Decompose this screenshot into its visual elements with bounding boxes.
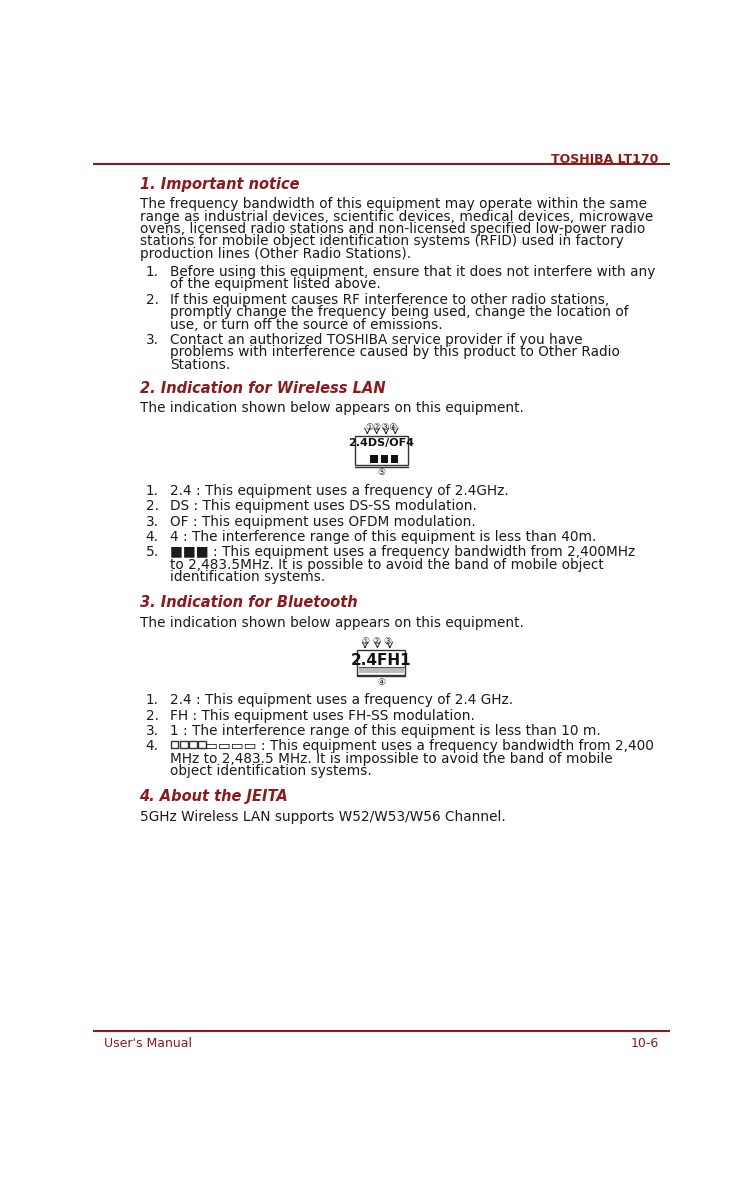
Text: promptly change the frequency being used, change the location of: promptly change the frequency being used…	[170, 305, 629, 319]
Bar	[355, 437, 408, 465]
Bar	[199, 741, 206, 748]
Text: 1.: 1.	[146, 484, 158, 498]
Text: OF : This equipment uses OFDM modulation.: OF : This equipment uses OFDM modulation…	[170, 515, 476, 529]
Text: 2.: 2.	[146, 709, 158, 723]
Text: 1.: 1.	[146, 693, 158, 707]
Text: 4.: 4.	[146, 530, 158, 544]
Bar	[391, 455, 398, 463]
Bar	[380, 455, 388, 463]
Text: 3.: 3.	[146, 515, 158, 529]
Text: 2.4DS/OF4: 2.4DS/OF4	[348, 439, 414, 448]
Text: production lines (Other Radio Stations).: production lines (Other Radio Stations).	[140, 247, 411, 260]
Text: The indication shown below appears on this equipment.: The indication shown below appears on th…	[140, 615, 523, 629]
Text: TOSHIBA LT170: TOSHIBA LT170	[551, 153, 658, 166]
Bar	[371, 455, 378, 463]
Text: stations for mobile object identification systems (RFID) used in factory: stations for mobile object identificatio…	[140, 234, 623, 248]
Text: ■■■ : This equipment uses a frequency bandwidth from 2,400MHz: ■■■ : This equipment uses a frequency ba…	[170, 545, 636, 560]
Text: ⑤: ⑤	[377, 468, 385, 478]
Text: object identification systems.: object identification systems.	[170, 764, 372, 778]
Text: 3.: 3.	[146, 332, 158, 347]
Text: 3. Indication for Bluetooth: 3. Indication for Bluetooth	[140, 595, 357, 609]
Text: Contact an authorized TOSHIBA service provider if you have: Contact an authorized TOSHIBA service pr…	[170, 332, 583, 347]
Text: 4. About the JEITA: 4. About the JEITA	[140, 789, 288, 803]
Text: 2.4 : This equipment uses a frequency of 2.4GHz.: 2.4 : This equipment uses a frequency of…	[170, 484, 509, 498]
Text: use, or turn off the source of emissions.: use, or turn off the source of emissions…	[170, 317, 443, 331]
Text: of the equipment listed above.: of the equipment listed above.	[170, 278, 381, 291]
Text: Stations.: Stations.	[170, 357, 231, 371]
Bar	[180, 741, 187, 748]
Text: Before using this equipment, ensure that it does not interfere with any: Before using this equipment, ensure that…	[170, 265, 656, 279]
Text: 2.: 2.	[146, 293, 158, 306]
Text: 1 : The interference range of this equipment is less than 10 m.: 1 : The interference range of this equip…	[170, 724, 601, 738]
Bar	[357, 651, 405, 674]
Text: 2.: 2.	[146, 499, 158, 513]
Text: to 2,483.5MHz. It is possible to avoid the band of mobile object: to 2,483.5MHz. It is possible to avoid t…	[170, 557, 604, 571]
Text: problems with interference caused by this product to Other Radio: problems with interference caused by thi…	[170, 345, 620, 360]
Text: ovens, licensed radio stations and non-licensed specified low-power radio: ovens, licensed radio stations and non-l…	[140, 222, 645, 237]
Text: The indication shown below appears on this equipment.: The indication shown below appears on th…	[140, 401, 523, 415]
Bar	[189, 741, 197, 748]
Text: 2.4FH1: 2.4FH1	[351, 653, 411, 668]
Text: 2. Indication for Wireless LAN: 2. Indication for Wireless LAN	[140, 381, 385, 395]
Text: 5.: 5.	[146, 545, 158, 560]
Text: If this equipment causes RF interference to other radio stations,: If this equipment causes RF interference…	[170, 293, 610, 306]
Text: DS : This equipment uses DS-SS modulation.: DS : This equipment uses DS-SS modulatio…	[170, 499, 478, 513]
Text: 1.: 1.	[146, 265, 158, 279]
Bar	[170, 741, 179, 748]
Text: 3.: 3.	[146, 724, 158, 738]
Text: 4.: 4.	[146, 739, 158, 754]
Text: range as industrial devices, scientific devices, medical devices, microwave: range as industrial devices, scientific …	[140, 209, 652, 224]
Text: MHz to 2,483.5 MHz. It is impossible to avoid the band of mobile: MHz to 2,483.5 MHz. It is impossible to …	[170, 752, 613, 765]
Text: ① ② ③: ① ② ③	[362, 638, 391, 646]
Text: 1. Important notice: 1. Important notice	[140, 176, 299, 192]
Text: 10-6: 10-6	[630, 1036, 658, 1049]
Text: ①②③④: ①②③④	[365, 424, 397, 432]
Text: The frequency bandwidth of this equipment may operate within the same: The frequency bandwidth of this equipmen…	[140, 198, 647, 212]
Text: identification systems.: identification systems.	[170, 570, 326, 584]
Text: 2.4 : This equipment uses a frequency of 2.4 GHz.: 2.4 : This equipment uses a frequency of…	[170, 693, 513, 707]
Text: ④: ④	[377, 678, 385, 687]
Text: User's Manual: User's Manual	[104, 1036, 192, 1049]
Bar	[359, 667, 404, 673]
Text: 5GHz Wireless LAN supports W52/W53/W56 Channel.: 5GHz Wireless LAN supports W52/W53/W56 C…	[140, 809, 505, 823]
Text: 4 : The interference range of this equipment is less than 40m.: 4 : The interference range of this equip…	[170, 530, 597, 544]
Text: FH : This equipment uses FH-SS modulation.: FH : This equipment uses FH-SS modulatio…	[170, 709, 475, 723]
Text: ▭▭▭▭ : This equipment uses a frequency bandwidth from 2,400: ▭▭▭▭ : This equipment uses a frequency b…	[170, 739, 655, 754]
